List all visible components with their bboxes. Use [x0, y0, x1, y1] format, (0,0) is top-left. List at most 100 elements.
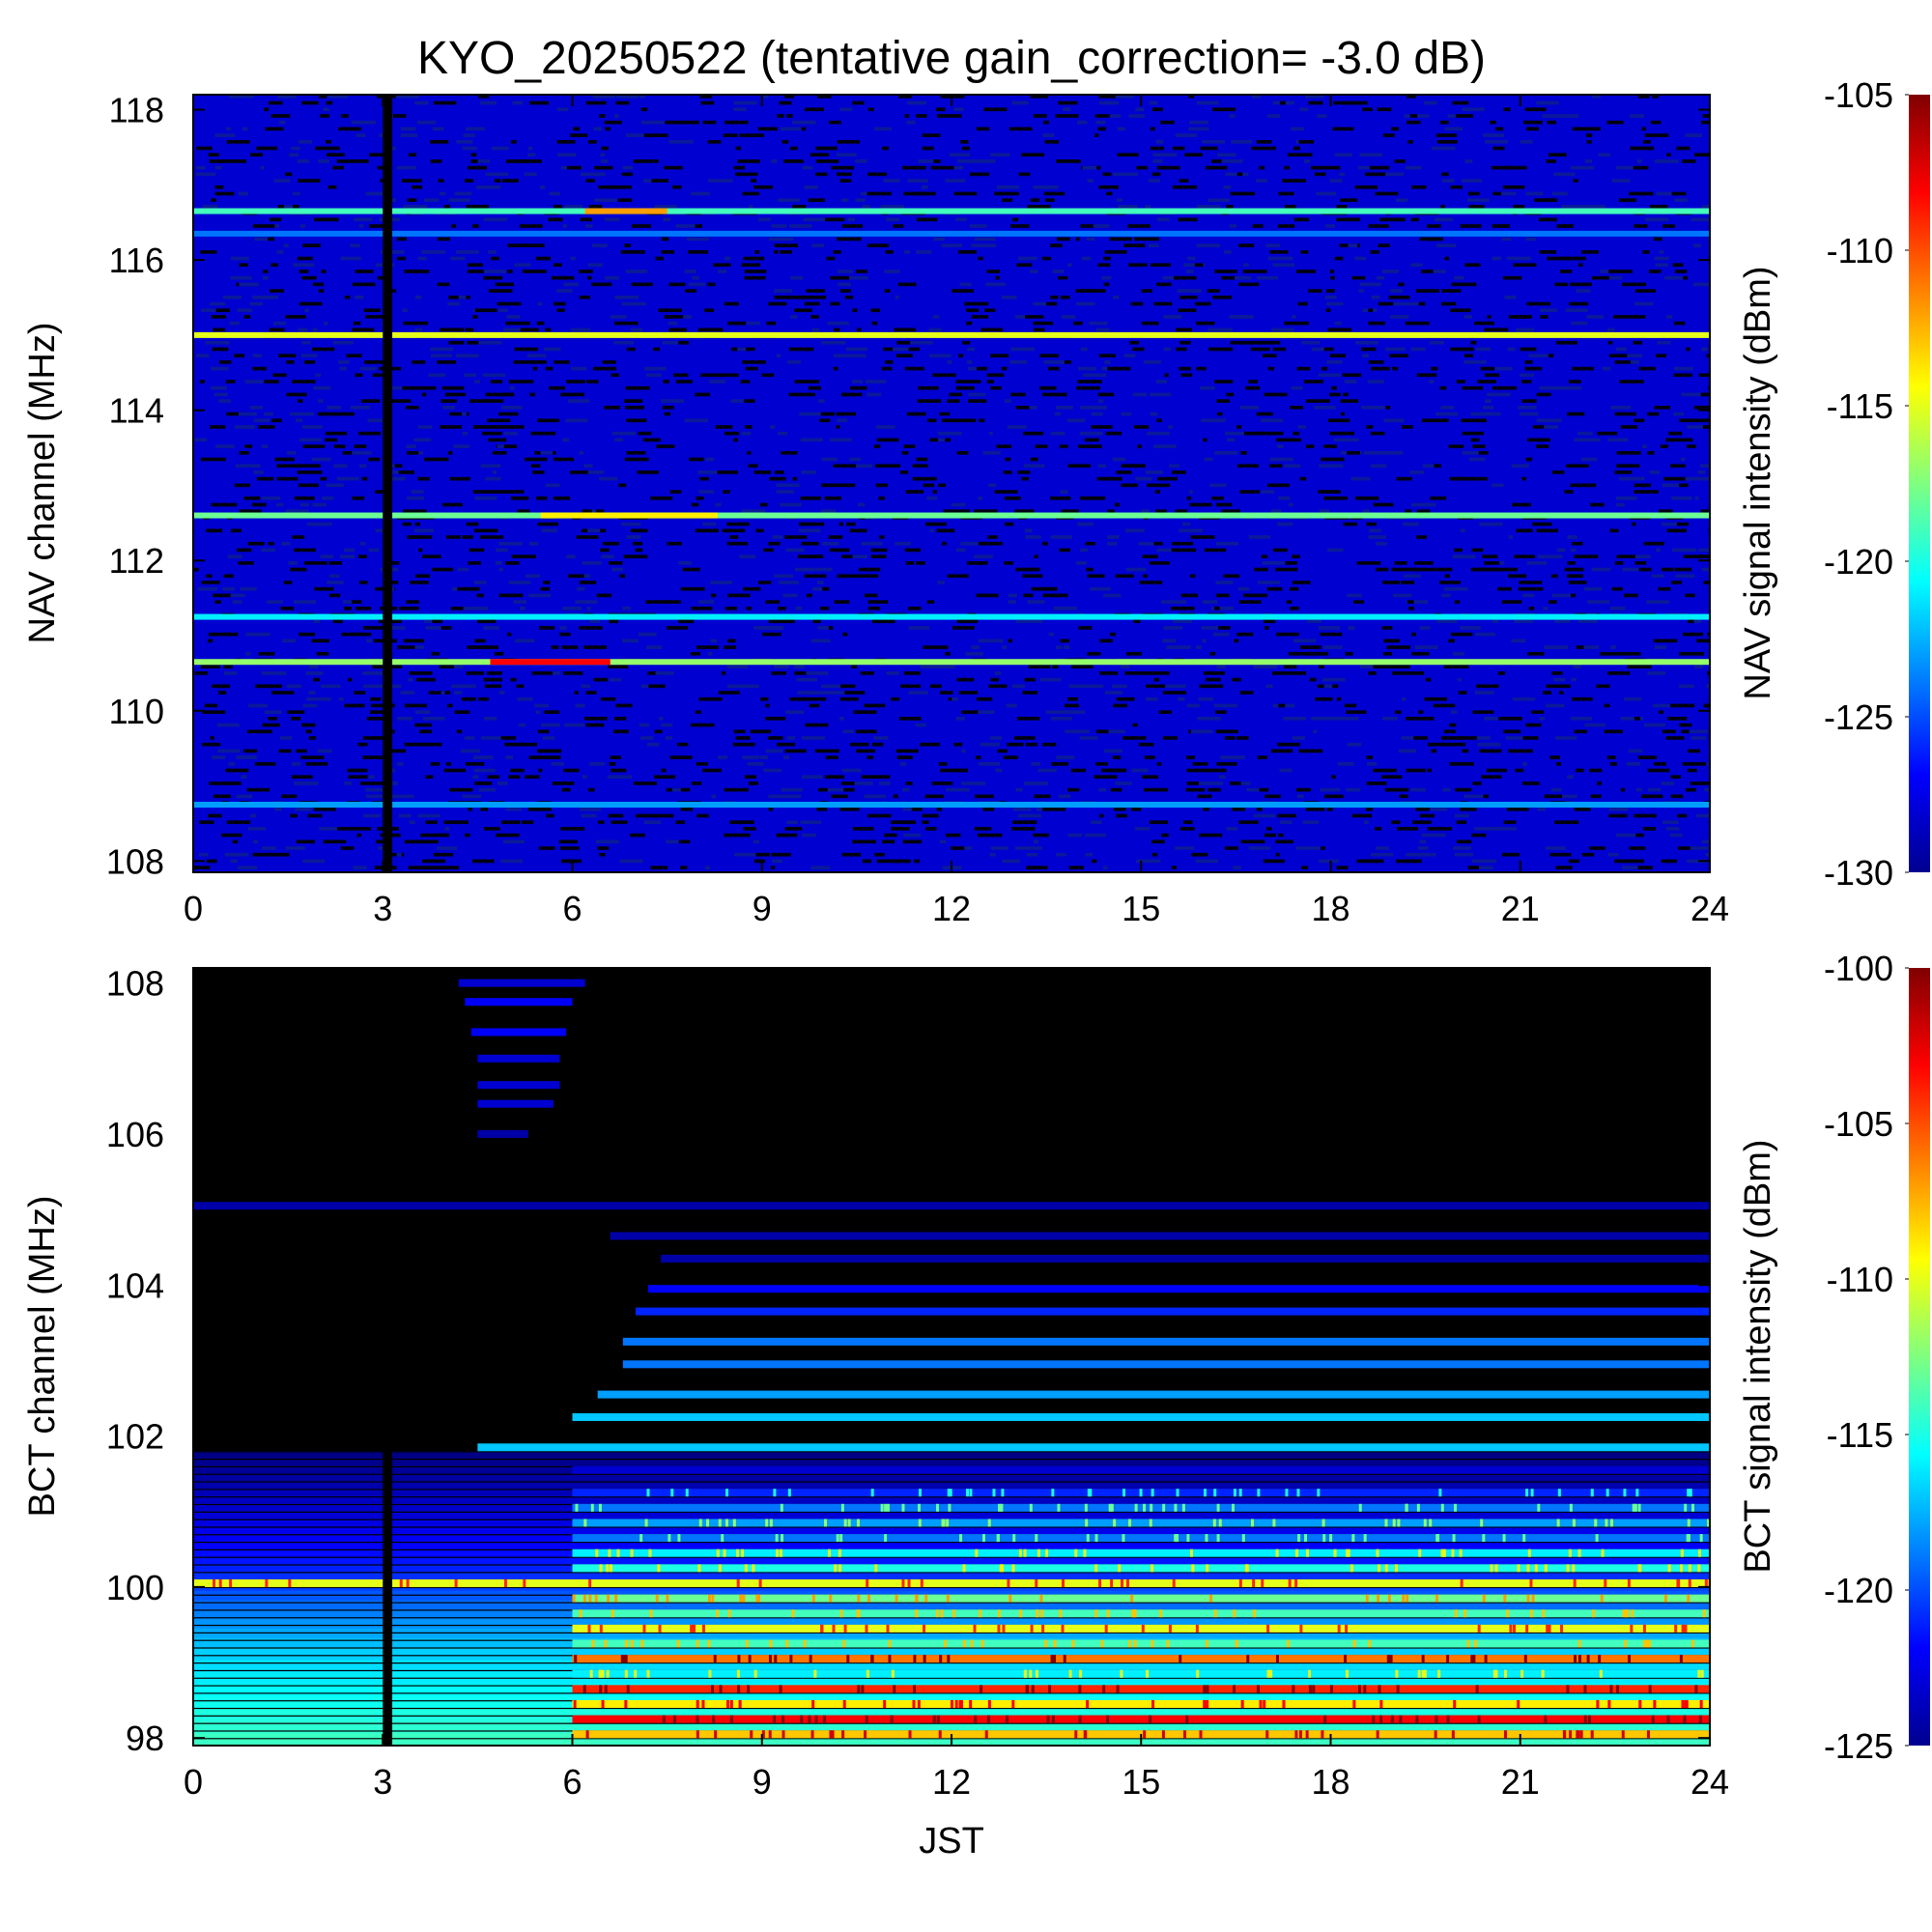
nav-noise-cell — [753, 185, 774, 189]
bct-band-speckle — [1006, 1715, 1009, 1723]
nav-noise-cell — [351, 120, 376, 125]
nav-noise-cell — [338, 696, 344, 701]
nav-channel-line — [193, 331, 1710, 338]
nav-noise-cell — [1525, 237, 1536, 242]
nav-noise-cell — [778, 626, 783, 630]
nav-noise-cell — [537, 301, 543, 306]
nav-noise-cell — [1391, 127, 1399, 131]
bct-band-speckle — [607, 1594, 611, 1603]
nav-noise-cell — [767, 626, 784, 630]
nav-noise-cell — [1023, 431, 1044, 436]
nav-noise-cell — [1354, 256, 1367, 261]
nav-noise-cell — [517, 509, 530, 514]
bct-band-speckle — [1666, 1715, 1670, 1723]
nav-noise-cell — [936, 807, 943, 811]
bct-band-speckle — [1702, 1609, 1706, 1618]
nav-noise-cell — [1226, 205, 1234, 209]
nav-noise-cell — [1064, 703, 1080, 708]
nav-noise-cell — [568, 399, 590, 403]
nav-noise-cell — [293, 263, 315, 268]
nav-noise-cell — [1623, 696, 1642, 701]
bct-band-speckle — [1196, 1669, 1200, 1678]
nav-noise-cell — [286, 392, 307, 397]
nav-noise-cell — [1103, 476, 1122, 481]
nav-noise-cell — [1175, 846, 1195, 850]
nav-noise-cell — [332, 412, 355, 416]
nav-noise-cell — [721, 671, 725, 675]
nav-noise-cell — [332, 619, 343, 624]
nav-noise-cell — [1275, 839, 1293, 844]
nav-noise-cell — [952, 696, 959, 701]
nav-noise-cell — [1418, 301, 1426, 306]
nav-noise-cell — [1323, 496, 1348, 500]
bct-band-speckle — [644, 1519, 648, 1527]
nav-noise-cell — [1664, 275, 1685, 280]
nav-noise-cell — [651, 179, 669, 183]
bct-band-speckle — [808, 1715, 811, 1723]
nav-noise-cell — [839, 807, 860, 811]
nav-noise-cell — [1434, 464, 1441, 469]
y-tick-label: 110 — [109, 692, 164, 731]
bct-band-speckle — [1435, 1715, 1438, 1723]
nav-noise-cell — [403, 205, 428, 209]
nav-noise-cell — [1606, 120, 1624, 125]
nav-noise-cell — [754, 250, 760, 254]
nav-noise-cell — [1554, 820, 1579, 825]
nav-noise-cell — [520, 327, 539, 332]
bct-band-speckle — [1704, 1578, 1708, 1587]
nav-noise-cell — [1185, 270, 1194, 273]
nav-noise-cell — [482, 373, 506, 378]
nav-noise-cell — [1066, 418, 1086, 423]
nav-noise-cell — [647, 671, 662, 675]
bct-band-speckle — [814, 1715, 818, 1723]
nav-noise-cell — [1540, 100, 1559, 105]
nav-noise-cell — [535, 256, 549, 261]
nav-noise-cell — [994, 191, 1019, 196]
nav-noise-cell — [1218, 626, 1231, 630]
nav-noise-cell — [650, 496, 673, 500]
nav-noise-cell — [396, 165, 416, 170]
nav-noise-cell — [855, 198, 866, 203]
nav-noise-cell — [1132, 723, 1138, 727]
bct-band-speckle — [944, 1639, 948, 1648]
nav-noise-cell — [581, 684, 591, 689]
nav-noise-cell — [771, 671, 787, 675]
nav-noise-cell — [1375, 191, 1399, 196]
bct-band-speckle — [1680, 1564, 1684, 1573]
nav-noise-cell — [342, 600, 360, 604]
nav-noise-cell — [1606, 755, 1616, 759]
nav-noise-cell — [1572, 127, 1589, 131]
nav-noise-cell — [441, 866, 460, 869]
nav-noise-cell — [466, 671, 484, 675]
nav-noise-cell — [1061, 509, 1079, 514]
nav-noise-cell — [1440, 301, 1457, 306]
nav-noise-cell — [1056, 159, 1081, 163]
nav-noise-cell — [955, 217, 967, 222]
nav-noise-cell — [1290, 406, 1303, 410]
nav-noise-cell — [1053, 606, 1077, 611]
nav-noise-cell — [953, 191, 978, 196]
nav-noise-cell — [639, 95, 645, 99]
nav-noise-cell — [397, 717, 413, 721]
bct-station-band — [572, 1685, 1710, 1693]
nav-noise-cell — [1675, 270, 1688, 273]
nav-noise-cell — [1659, 250, 1664, 254]
nav-noise-cell — [417, 256, 427, 261]
nav-noise-cell — [1697, 554, 1710, 558]
nav-noise-cell — [1284, 205, 1296, 209]
bct-band-speckle — [1174, 1534, 1178, 1543]
bct-band-speckle — [677, 1534, 681, 1543]
nav-noise-cell — [1033, 114, 1047, 118]
nav-noise-cell — [1559, 270, 1573, 273]
nav-noise-cell — [1078, 626, 1093, 630]
nav-noise-cell — [1580, 457, 1598, 462]
nav-noise-cell — [784, 827, 803, 831]
nav-noise-cell — [994, 490, 1018, 494]
bct-band-speckle — [1071, 1639, 1075, 1648]
bct-band-speckle — [598, 1669, 602, 1678]
nav-noise-cell — [1039, 677, 1062, 682]
bct-band-speckle — [1337, 1624, 1341, 1633]
nav-noise-cell — [997, 749, 1008, 753]
nav-noise-cell — [852, 554, 868, 558]
nav-noise-cell — [618, 483, 627, 488]
